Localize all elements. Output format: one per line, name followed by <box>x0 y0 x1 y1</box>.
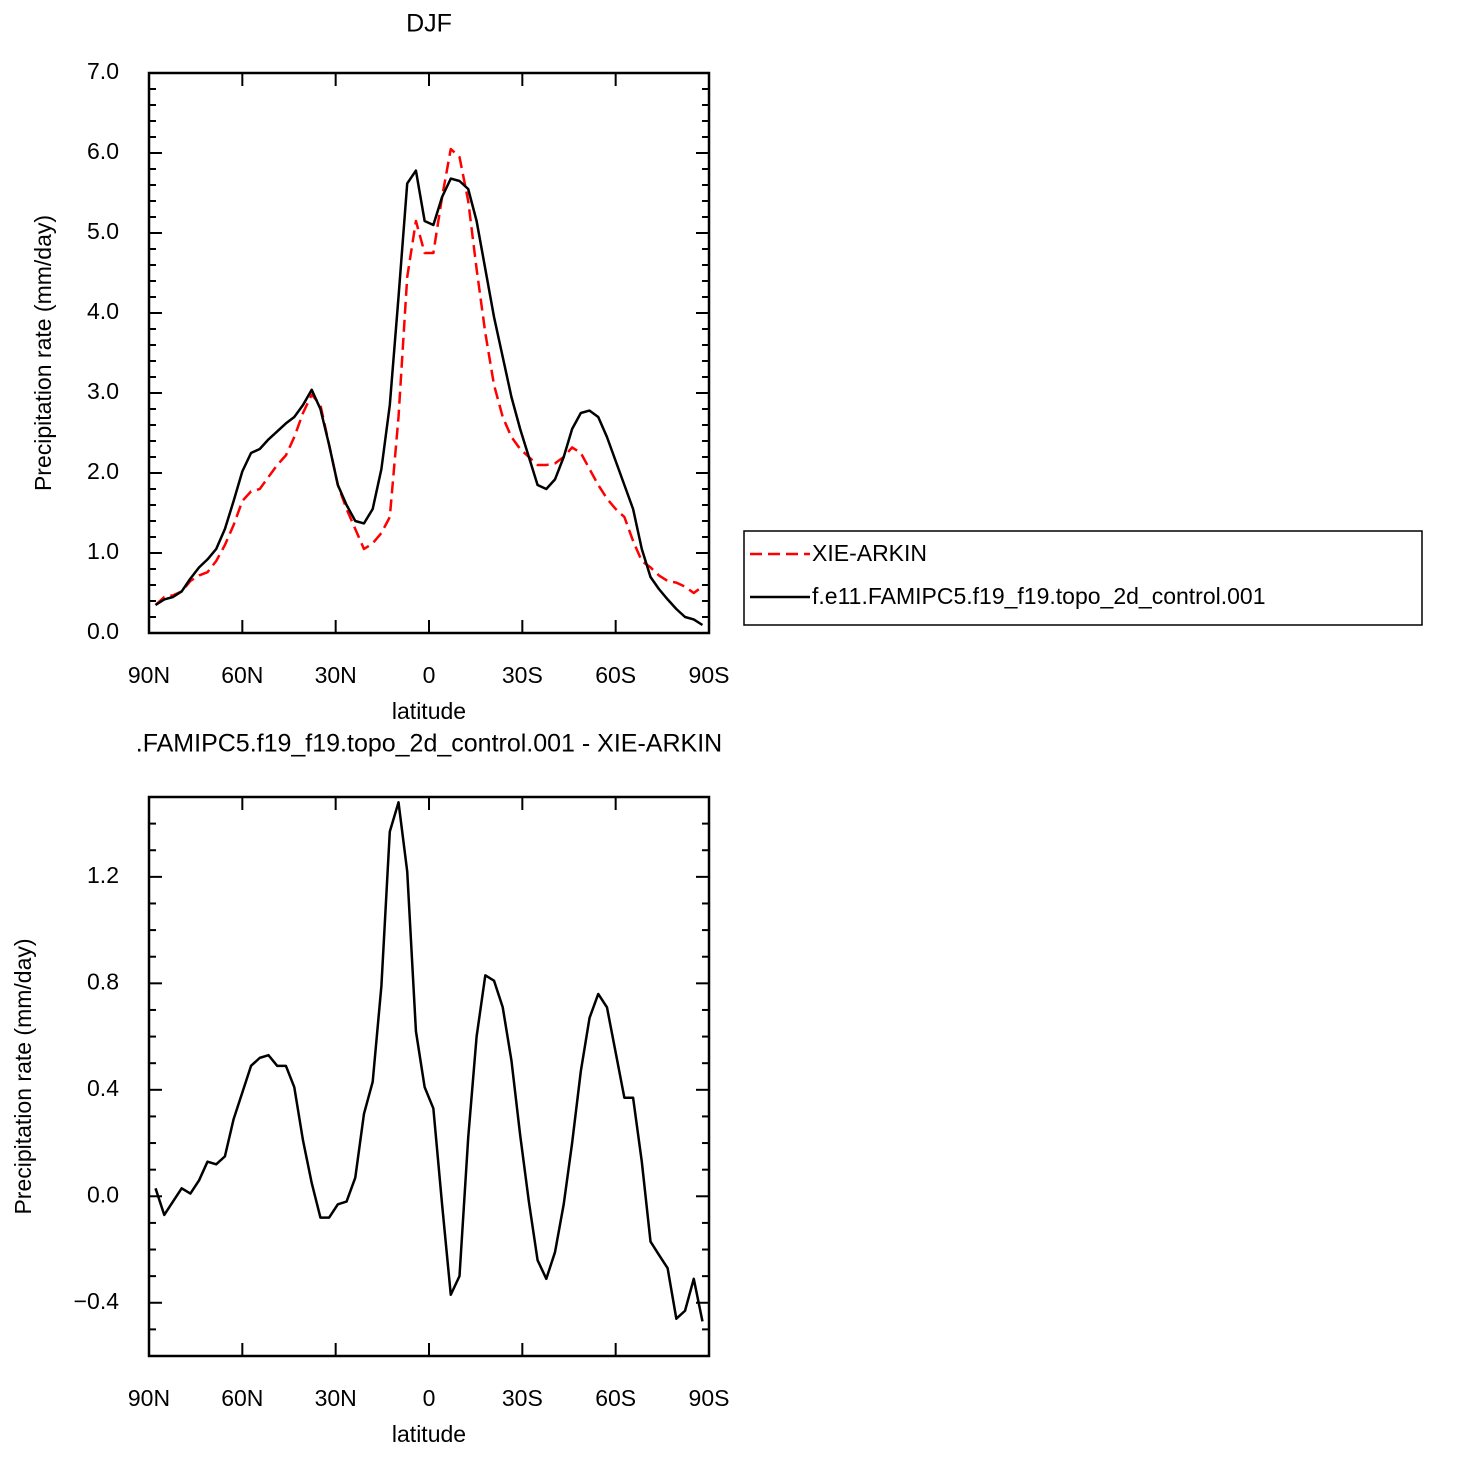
y-tick-label: 0.0 <box>87 618 119 644</box>
y-axis-label: Precipitation rate (mm/day) <box>10 938 36 1214</box>
y-tick-label: 4.0 <box>87 298 119 324</box>
x-tick-label: 30S <box>502 662 543 688</box>
x-tick-label: 60S <box>595 662 636 688</box>
x-tick-label: 0 <box>423 662 436 688</box>
y-axis-label: Precipitation rate (mm/day) <box>30 215 56 491</box>
legend-label: XIE-ARKIN <box>812 540 927 566</box>
x-tick-label: 30N <box>315 1385 357 1411</box>
chart-title: .FAMIPC5.f19_f19.topo_2d_control.001 - X… <box>136 730 722 758</box>
y-tick-label: 2.0 <box>87 458 119 484</box>
x-tick-label: 30N <box>315 662 357 688</box>
chart-title: DJF <box>406 10 452 38</box>
x-tick-label: 90N <box>128 1385 170 1411</box>
y-tick-label: 7.0 <box>87 58 119 84</box>
x-tick-label: 0 <box>423 1385 436 1411</box>
legend-label: f.e11.FAMIPC5.f19_f19.topo_2d_control.00… <box>812 583 1266 609</box>
x-axis-label: latitude <box>392 698 466 724</box>
x-tick-label: 90S <box>689 662 730 688</box>
y-tick-label: 3.0 <box>87 378 119 404</box>
y-tick-label: 0.0 <box>87 1181 119 1207</box>
y-tick-label: 1.0 <box>87 538 119 564</box>
x-axis-label: latitude <box>392 1421 466 1447</box>
plot-frame <box>147 795 711 1358</box>
legend-box <box>743 530 1423 626</box>
x-tick-label: 30S <box>502 1385 543 1411</box>
data-line <box>154 801 704 1322</box>
x-tick-label: 60N <box>221 1385 263 1411</box>
y-tick-label: 0.8 <box>87 968 119 994</box>
y-tick-label: 1.2 <box>87 862 119 888</box>
x-tick-label: 90S <box>689 1385 730 1411</box>
data-line <box>154 169 704 627</box>
data-line <box>154 147 704 606</box>
y-tick-label: 6.0 <box>87 138 119 164</box>
y-tick-label: 0.4 <box>87 1075 119 1101</box>
x-tick-label: 60S <box>595 1385 636 1411</box>
x-tick-label: 60N <box>221 662 263 688</box>
y-tick-label: 5.0 <box>87 218 119 244</box>
plot-frame <box>147 71 711 635</box>
x-tick-label: 90N <box>128 662 170 688</box>
y-tick-label: −0.4 <box>74 1288 120 1314</box>
